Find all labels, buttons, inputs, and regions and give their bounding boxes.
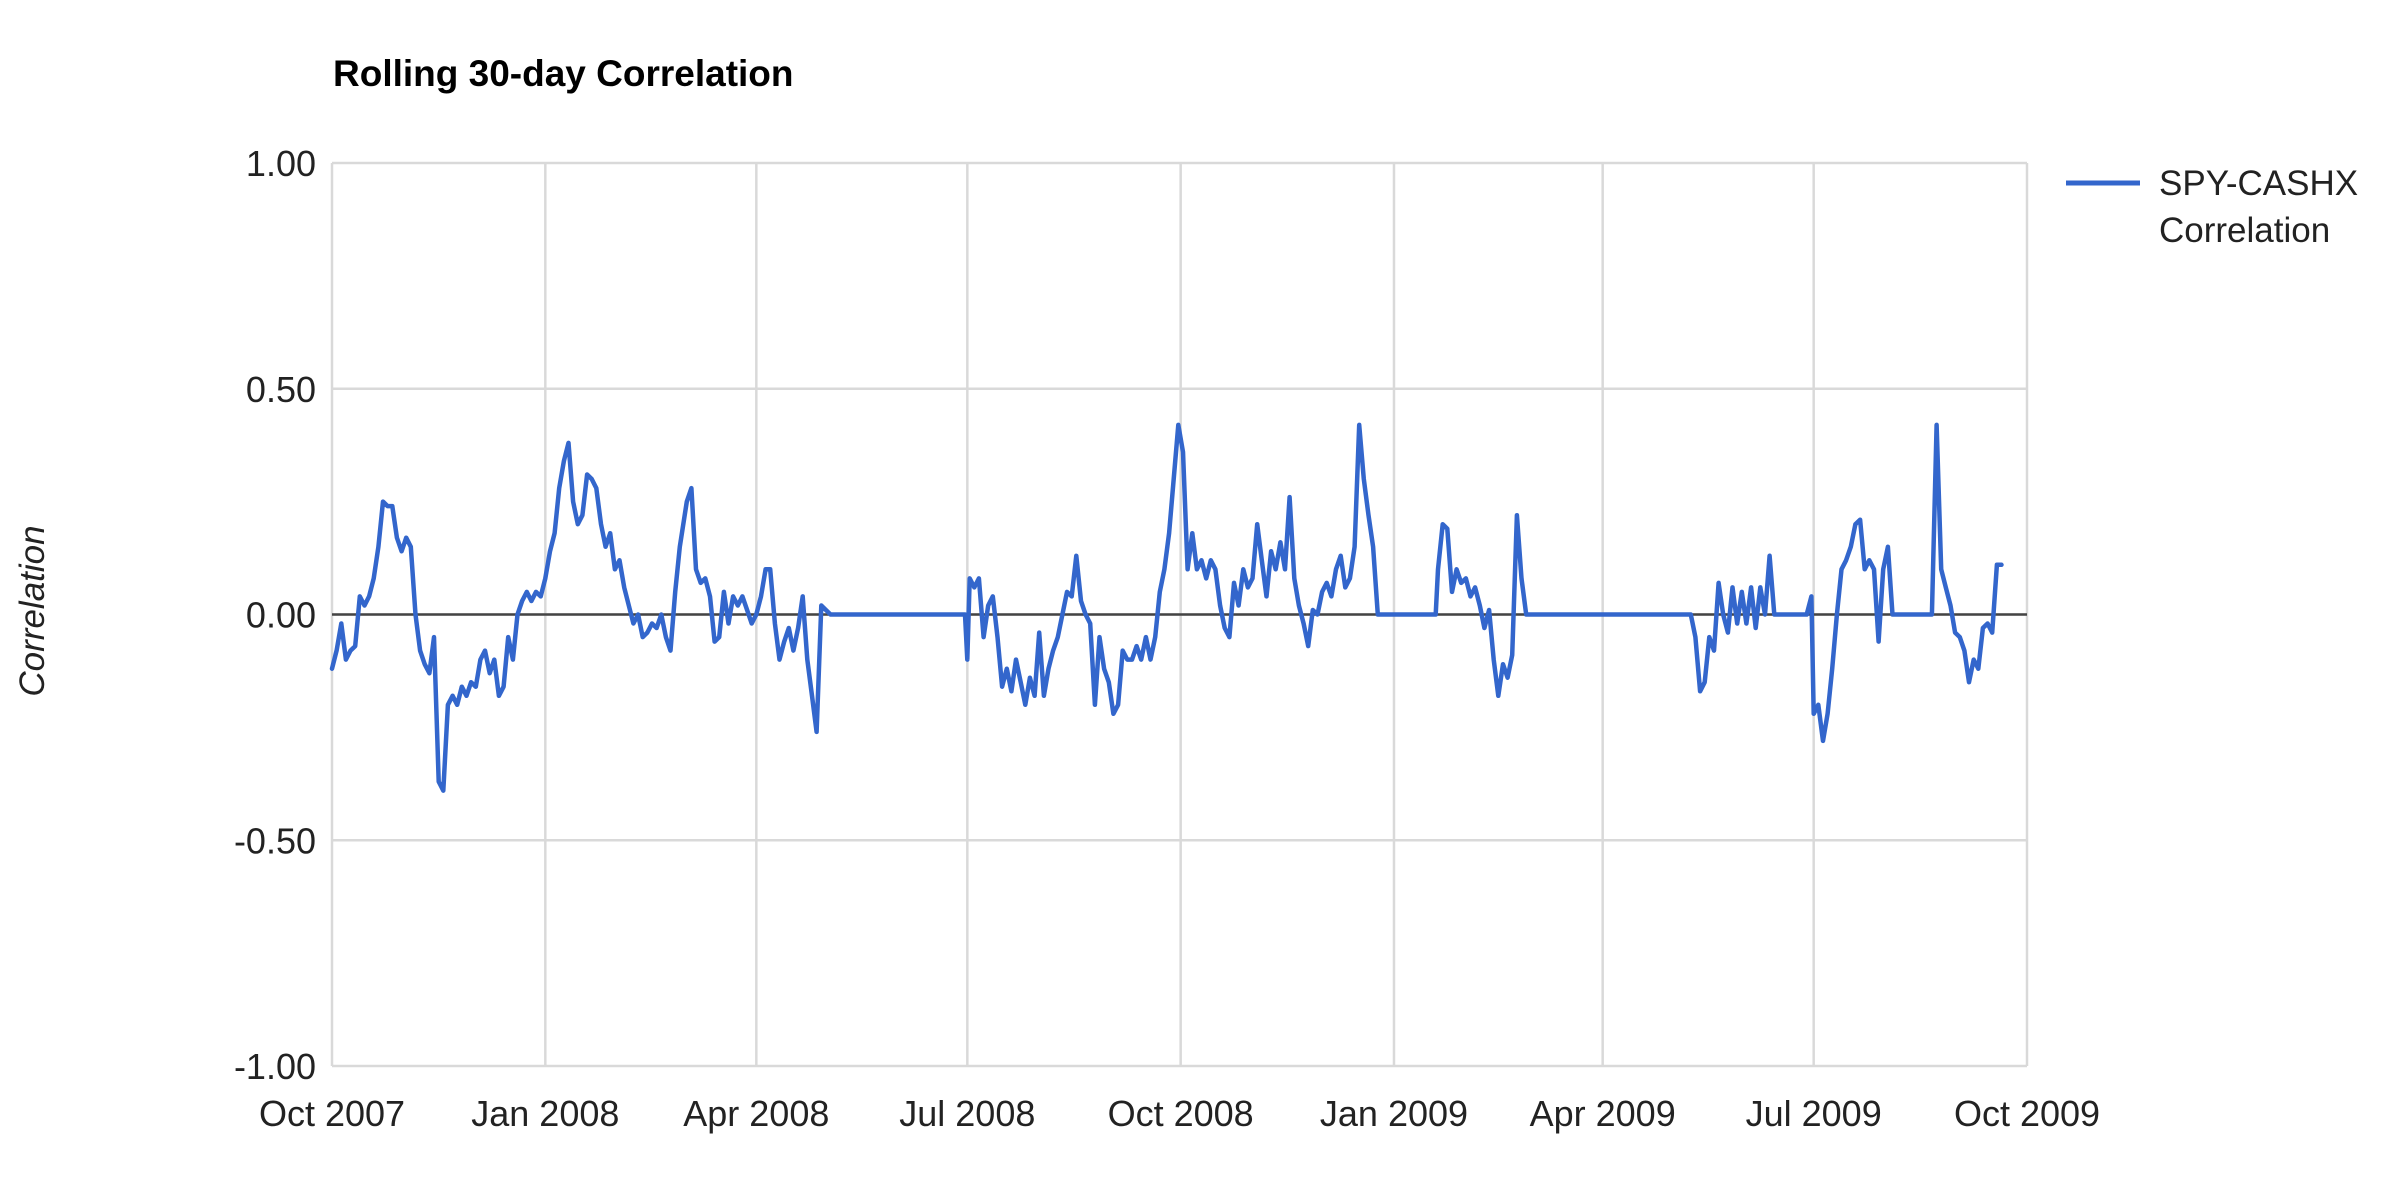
x-tick-label: Jul 2009 [1746, 1093, 1882, 1134]
series-layer [329, 422, 2004, 793]
x-tick-label: Apr 2008 [683, 1093, 829, 1134]
legend-label: SPY-CASHX Correlation [2159, 164, 2358, 250]
legend: SPY-CASHX Correlation [2066, 164, 2358, 250]
y-axis-label: Correlation [13, 525, 52, 696]
series-line [329, 422, 2004, 793]
y-tick-label: -1.00 [234, 1046, 316, 1087]
chart-title: Rolling 30-day Correlation [333, 53, 794, 94]
x-tick-label: Oct 2009 [1954, 1093, 2100, 1134]
x-tick-labels: Oct 2007 Jan 2008 Apr 2008 Jul 2008 Oct 2008… [259, 1093, 2100, 1134]
x-tick-label: Jan 2009 [1320, 1093, 1468, 1134]
y-tick-label: 0.00 [246, 595, 316, 636]
y-tick-label: 1.00 [246, 143, 316, 184]
x-tick-label: Apr 2009 [1530, 1093, 1676, 1134]
y-tick-labels: 1.00 0.50 0.00 -0.50 -1.00 [234, 143, 316, 1087]
x-tick-label: Jan 2008 [471, 1093, 619, 1134]
x-tick-label: Jul 2008 [899, 1093, 1035, 1134]
y-tick-label: 0.50 [246, 369, 316, 410]
x-tick-label: Oct 2008 [1108, 1093, 1254, 1134]
y-tick-label: -0.50 [234, 820, 316, 861]
x-tick-label: Oct 2007 [259, 1093, 405, 1134]
